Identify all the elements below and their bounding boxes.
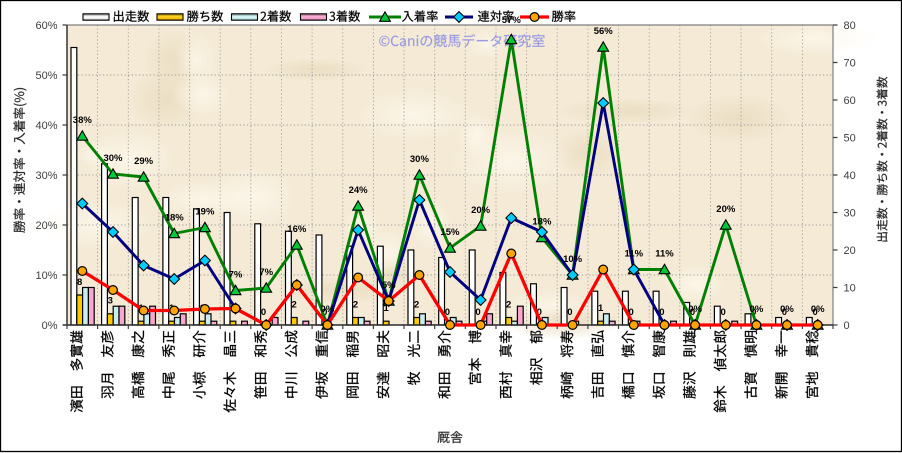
svg-text:18%: 18% [165, 212, 185, 223]
svg-text:1: 1 [598, 303, 604, 314]
svg-text:16%: 16% [287, 224, 307, 235]
svg-text:0%: 0% [750, 304, 764, 315]
svg-text:20%: 20% [471, 205, 491, 216]
svg-text:2: 2 [353, 299, 358, 310]
svg-text:30%: 30% [103, 153, 123, 164]
svg-text:50: 50 [844, 132, 856, 144]
svg-text:50%: 50% [35, 70, 57, 82]
svg-text:1: 1 [383, 303, 389, 314]
svg-text:0%: 0% [321, 304, 335, 315]
svg-text:10%: 10% [563, 254, 583, 265]
svg-text:20: 20 [844, 245, 856, 257]
svg-text:0: 0 [812, 307, 817, 318]
svg-text:29%: 29% [134, 156, 154, 167]
svg-text:0: 0 [567, 307, 572, 318]
svg-text:30%: 30% [35, 170, 57, 182]
svg-text:24%: 24% [349, 185, 369, 196]
svg-text:19%: 19% [195, 206, 215, 217]
svg-text:3: 3 [108, 296, 113, 307]
svg-text:10: 10 [844, 282, 856, 294]
svg-text:0%: 0% [811, 304, 825, 315]
svg-text:20%: 20% [35, 220, 57, 232]
svg-text:60%: 60% [35, 20, 57, 32]
svg-text:80: 80 [844, 20, 856, 32]
svg-text:15%: 15% [440, 227, 460, 238]
svg-text:2: 2 [292, 299, 297, 310]
svg-text:56%: 56% [594, 26, 614, 37]
svg-text:0: 0 [322, 307, 327, 318]
svg-text:7%: 7% [229, 269, 243, 280]
svg-text:0: 0 [445, 307, 450, 318]
svg-text:60: 60 [844, 95, 856, 107]
svg-text:0: 0 [659, 307, 664, 318]
svg-text:30%: 30% [410, 154, 430, 165]
svg-text:8: 8 [77, 277, 82, 288]
svg-text:30: 30 [844, 207, 856, 219]
svg-text:38%: 38% [73, 115, 93, 126]
svg-text:0%: 0% [780, 304, 794, 315]
svg-text:70: 70 [844, 57, 856, 69]
svg-text:2: 2 [506, 299, 511, 310]
svg-text:0%: 0% [42, 320, 58, 332]
svg-text:0: 0 [261, 307, 266, 318]
svg-text:0: 0 [690, 307, 695, 318]
svg-text:0: 0 [720, 307, 725, 318]
svg-text:57%: 57% [502, 15, 522, 26]
svg-text:0: 0 [475, 307, 480, 318]
svg-text:10%: 10% [35, 270, 57, 282]
svg-text:0: 0 [537, 307, 542, 318]
svg-text:40%: 40% [35, 120, 57, 132]
svg-text:18%: 18% [532, 216, 552, 227]
svg-text:0%: 0% [688, 304, 702, 315]
svg-text:0: 0 [782, 307, 787, 318]
svg-text:7%: 7% [259, 267, 273, 278]
svg-text:0: 0 [844, 320, 850, 332]
svg-text:11%: 11% [655, 248, 674, 259]
svg-text:40: 40 [844, 170, 856, 182]
svg-text:2: 2 [414, 299, 419, 310]
svg-text:0: 0 [629, 307, 634, 318]
svg-text:5%: 5% [382, 280, 396, 291]
svg-text:20%: 20% [716, 204, 736, 215]
svg-text:11%: 11% [625, 248, 644, 259]
